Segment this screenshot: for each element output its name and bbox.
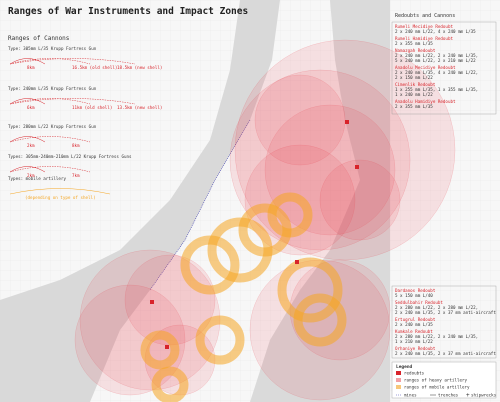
range-arc [9, 98, 136, 105]
legend-title: Legend [396, 364, 413, 370]
legend-swatch [396, 385, 401, 389]
title: Ranges of War Instruments and Impact Zon… [8, 6, 248, 17]
legend-label: ranges of heavy artillery [404, 378, 468, 383]
redoubt-cannons: 1 x 210 mm L/22 [395, 339, 433, 344]
range-label: (depending on type of shell) [25, 195, 96, 200]
redoubt-cannons: 2 x 240 mm L/35, 2 x 37 mm anti-aircraft [395, 310, 496, 315]
range-label: 8km [27, 65, 35, 70]
range-arc [9, 58, 46, 65]
range-arc [9, 136, 46, 143]
redoubt-name: Ertugrul Redoubt [395, 317, 436, 322]
range-label: 11km (old shell) [72, 105, 112, 110]
legend-label: redoubts [404, 371, 425, 376]
redoubt-name: Seddulbahir Redoubt [395, 300, 443, 305]
redoubt-name: Rumeli Mecidiye Redoubt [395, 24, 453, 29]
cannon-type: Type: 240mm L/35 Krupp Fortress Gun [8, 86, 97, 91]
redoubt-name: Dardanos Redoubt [395, 288, 436, 293]
section-heading: Ranges of Cannons [8, 35, 70, 42]
redoubt-cannons: 2 x 240 mm L/22, 4 x 240 mm L/35 [395, 29, 476, 34]
legend-swatch: + [466, 392, 470, 399]
redoubt-cannons: 2 x 355 mm L/35 [395, 104, 433, 109]
range-label: 13.5km (new shell) [117, 105, 162, 110]
redoubt-cannons: 2 x 240 mm L/35, 4 x 240 mm L/22, [395, 70, 478, 75]
range-label: 7km [72, 173, 80, 178]
terrain [0, 0, 390, 402]
redoubt-cannons: 2 x 280 mm L/22, 2 x 240 mm L/35, [395, 334, 478, 339]
mobile-artillery-ranges [140, 192, 347, 402]
range-label: 6km [27, 105, 35, 110]
cannon-type: Type: 280mm L/22 Krupp Fortress Gun [8, 124, 97, 129]
redoubt-markers [150, 120, 359, 349]
redoubt-cannons: 2 x 240 mm L/35 [395, 322, 433, 327]
legend-label: trenches [438, 393, 459, 398]
redoubt-name: Orhaniye Redoubt [395, 346, 436, 351]
legend-label: mines [404, 393, 417, 398]
cannon-type: Type: 305mm L/35 Krupp Fortress Gun [8, 46, 97, 51]
range-arc [9, 136, 91, 143]
legend-label: shipwrecks [471, 393, 497, 398]
range-arc [9, 166, 46, 173]
redoubt-cannons: 2 x 355 mm L/35 [395, 41, 433, 46]
redoubt-cannons: 1 x 240 mm L/22 [395, 92, 433, 97]
redoubt-cannons: 2 x 280 mm L/22, 2 x 280 mm L/22, [395, 305, 478, 310]
legend-swatch [396, 371, 401, 375]
section-heading: Redoubts and Cannons [395, 13, 455, 19]
legend-label: ranges of mobile artillery [404, 385, 470, 390]
redoubt-name: Rumeli Hamidiye Redoubt [395, 36, 453, 41]
range-arc [9, 166, 91, 173]
panel-boxes [391, 21, 497, 399]
redoubt-name: Kumkale Redoubt [395, 329, 433, 334]
redoubt-cannons: 2 x 240 mm L/22, 2 x 240 mm L/35, [395, 53, 478, 58]
range-arc [9, 98, 46, 105]
range-arc [9, 58, 136, 65]
range-arc [9, 98, 91, 105]
cannon-type: Types: 305mm-240mm-210mm L/22 Krupp Fort… [8, 154, 132, 159]
redoubt-cannons: 2 x 150 mm L/22 [395, 75, 433, 80]
range-label: 18.5km (new shell) [117, 65, 162, 70]
legend-swatch [396, 378, 401, 382]
redoubt-cannons: 1 x 255 mm L/35, 1 x 355 mm L/35, [395, 87, 478, 92]
redoubt-name: Anadolu Hamidiye Redoubt [395, 99, 456, 104]
range-arc [9, 188, 111, 195]
cannon-type: Types: mobile artillery [8, 176, 66, 181]
redoubt-name: Anadolu Mecidiye Redoubt [395, 65, 456, 70]
redoubt-name: Cimenlik Redoubt [395, 82, 436, 87]
range-label: 2km [27, 173, 35, 178]
redoubt-cannons: 5 x 240 mm L/22, 2 x 210 mm L/22 [395, 58, 476, 63]
range-label: 16.5km (old shell) [72, 65, 117, 70]
range-label: 8km [72, 143, 80, 148]
redoubt-name: Namazgah Redoubt [395, 48, 436, 53]
redoubt-cannons: 2 x 240 mm L/35, 2 x 37 mm anti-aircraft [395, 351, 496, 356]
range-label: 2km [27, 143, 35, 148]
redoubt-cannons: 5 x 150 mm L/40 [395, 293, 433, 298]
range-arc [9, 58, 91, 65]
